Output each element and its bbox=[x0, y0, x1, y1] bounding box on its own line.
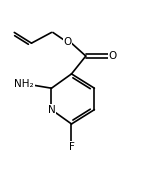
Text: NH₂: NH₂ bbox=[14, 79, 34, 89]
Text: O: O bbox=[63, 37, 71, 47]
Text: O: O bbox=[108, 51, 116, 61]
Text: F: F bbox=[68, 142, 75, 152]
Text: N: N bbox=[48, 105, 55, 115]
